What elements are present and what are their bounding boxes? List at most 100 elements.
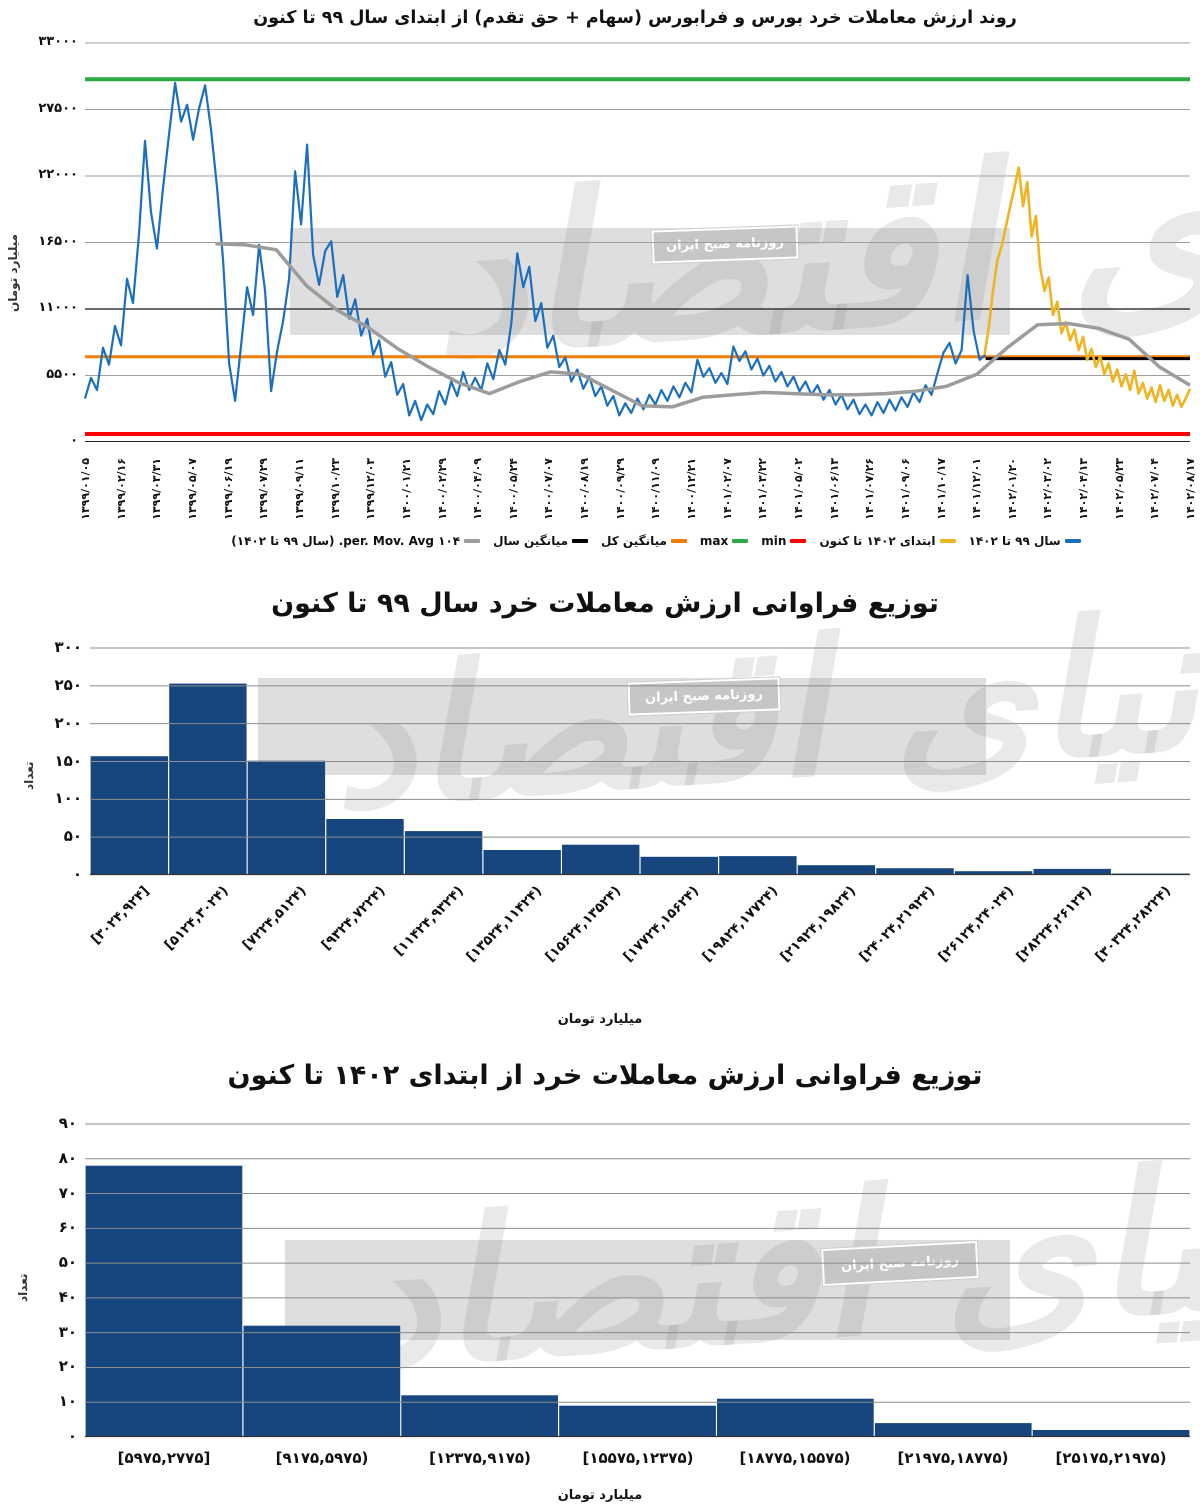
histogram-bar: [169, 683, 247, 875]
y-tick-label: ۱۵۰: [54, 752, 82, 770]
x-bin-label: [۱۸۷۷۵,۱۵۵۷۵): [739, 1449, 851, 1467]
x-bin-label: [۱۹۸۲۴,۱۷۷۲۴): [699, 883, 782, 965]
watermark-band: [290, 228, 1010, 335]
histogram-bar: [1032, 1430, 1190, 1437]
histogram-bar: [719, 856, 797, 875]
x-tick-label: ۱۳۹۹/۱۰/۲۳: [328, 458, 342, 520]
line-series-2: [215, 241, 1191, 409]
x-bin-label: [۲۶۱۲۴,۲۴۰۲۴): [935, 883, 1018, 965]
x-tick-label: ۱۴۰۲/۰۵/۲۳: [1112, 458, 1126, 520]
x-tick-label: ۱۴۰۲/۰۷/۰۴: [1148, 458, 1162, 520]
x-bin-label: [۳۰۲۴,۹۲۴]: [87, 883, 153, 948]
legend-item: سال ۹۹ تا ۱۴۰۲: [969, 534, 1081, 548]
x-bin-label: [۱۵۶۲۴,۱۳۵۲۴): [542, 883, 625, 965]
x-tick-label: ۱۴۰۰/۰۱/۲۱: [399, 458, 413, 520]
histogram-bar: [797, 865, 876, 875]
histogram2-x-axis-title: میلیارد تومان: [557, 1488, 643, 1503]
x-tick-label: ۱۴۰۰/۱۲/۲۱: [685, 458, 698, 520]
histogram2-y-axis-title: تعداد: [16, 1273, 30, 1302]
x-tick-label: ۱۳۹۹/۰۷/۲۹: [257, 458, 271, 520]
legend-label: ۱۰۴ per. Mov. Avg. (سال ۹۹ تا ۱۴۰۲): [231, 534, 461, 548]
x-tick-label: ۱۴۰۱/۰۳/۲۲: [756, 458, 770, 520]
histogram-bar: [562, 844, 640, 875]
x-bin-label: [۹۱۷۵,۵۹۷۵): [275, 1449, 369, 1467]
y-tick-label: ۰: [70, 433, 78, 448]
histogram1-title: توزیع فراوانی ارزش معاملات خرد سال ۹۹ تا…: [271, 588, 939, 619]
line-chart-y-axis-title: میلیارد تومان: [6, 233, 20, 312]
x-tick-label: ۱۴۰۰/۱۱/۰۹: [649, 458, 663, 520]
y-tick-label: ۲۰: [58, 1357, 77, 1375]
legend-label: ابتدای ۱۴۰۲ تا کنون: [819, 534, 936, 548]
x-tick-label: ۱۳۹۹/۰۱/۰۵: [79, 458, 92, 520]
y-tick-label: ۲۲۰۰۰: [38, 167, 78, 182]
legend-label: سال ۹۹ تا ۱۴۰۲: [968, 534, 1061, 548]
y-tick-label: ۶۰: [58, 1218, 77, 1236]
x-bin-label: [۲۵۱۷۵,۲۱۹۷۵): [1055, 1449, 1167, 1467]
x-tick-label: ۱۳۹۹/۰۶/۱۹: [221, 458, 235, 520]
x-bin-label: [۲۴۰۲۴,۲۱۹۲۴): [856, 883, 939, 965]
x-bin-label: [۱۷۷۲۴,۱۵۶۲۴): [620, 883, 703, 965]
histogram2-title: توزیع فراوانی ارزش معاملات خرد از ابتدای…: [227, 1060, 983, 1091]
x-tick-label: ۱۴۰۰/۰۲/۲۹: [435, 458, 449, 520]
x-tick-label: ۱۴۰۱/۰۵/۰۲: [791, 458, 805, 520]
x-bin-label: [۹۳۲۴,۷۲۲۴): [318, 883, 389, 954]
x-bin-label: [۲۸۲۲۴,۲۶۱۲۴): [1013, 883, 1096, 965]
y-tick-label: ۳۳۰۰۰: [38, 34, 78, 49]
x-tick-label: ۱۴۰۲/۰۳/۰۲: [1041, 458, 1055, 520]
y-tick-label: ۵۰: [63, 827, 82, 845]
x-tick-label: ۱۴۰۱/۱۲/۰۱: [970, 458, 984, 520]
x-tick-label: ۱۴۰۰/۰۵/۲۴: [506, 458, 520, 520]
legend-swatch: [790, 539, 807, 543]
x-bin-label: [۲۱۹۲۴,۱۹۸۲۴): [777, 883, 860, 965]
legend-item: میانگین سال: [493, 534, 589, 548]
x-tick-label: ۱۳۹۹/۰۵/۰۷: [185, 458, 199, 520]
histogram-bar: [559, 1405, 716, 1437]
y-tick-label: ۲۰۰: [54, 714, 82, 732]
x-bin-label: [۱۳۵۲۴,۱۱۴۲۴): [463, 883, 546, 965]
legend-label: میانگین کل: [601, 534, 667, 548]
line-series-0: [83, 81, 987, 422]
y-tick-label: ۲۷۵۰۰: [38, 101, 78, 116]
x-tick-label: ۱۴۰۰/۰۷/۰۷: [542, 458, 556, 520]
y-tick-label: ۸۰: [58, 1149, 77, 1167]
histogram-bar: [401, 1395, 558, 1437]
x-tick-label: ۱۴۰۲/۰۸/۱۷: [1184, 458, 1197, 520]
line-chart-plot: [83, 42, 1192, 442]
histogram-bar: [874, 1423, 1032, 1437]
legend-label: میانگین سال: [493, 534, 569, 548]
x-bin-label: [۱۲۳۷۵,۹۱۷۵): [429, 1449, 531, 1467]
y-tick-label: ۳۰: [58, 1323, 77, 1341]
x-tick-label: ۱۴۰۰/۰۴/۰۹: [471, 458, 485, 520]
y-tick-label: ۱۶۵۰۰: [38, 234, 78, 249]
y-tick-label: ۷۰: [58, 1184, 77, 1202]
histogram2-plot: [85, 1123, 1190, 1438]
histogram-bar: [717, 1398, 874, 1437]
histogram-bar: [247, 760, 326, 875]
x-tick-label: ۱۳۹۹/۱۲/۰۳: [364, 458, 378, 520]
histogram-bar: [404, 831, 483, 875]
line-chart-title: روند ارزش معاملات خرد بورس و فرابورس (سه…: [253, 8, 1017, 28]
y-tick-label: ۹۰: [58, 1114, 77, 1132]
x-bin-label: [۱۱۴۲۴,۹۳۲۴): [391, 883, 468, 960]
y-tick-label: ۵۰: [58, 1253, 77, 1271]
histogram-bar: [85, 1165, 243, 1437]
y-tick-label: ۵۵۰۰: [46, 367, 78, 382]
x-bin-label: [۵۹۷۵,۲۷۷۵]: [117, 1449, 211, 1467]
y-tick-label: ۱۰: [58, 1392, 77, 1410]
y-tick-label: ۲۵۰: [54, 676, 82, 694]
x-tick-label: ۱۳۹۹/۰۹/۱۱: [292, 458, 306, 520]
x-bin-label: [۱۵۵۷۵,۱۲۳۷۵): [582, 1449, 694, 1467]
x-tick-label: ۱۴۰۱/۱۰/۱۷: [934, 458, 948, 520]
x-tick-label: ۱۴۰۲/۰۴/۱۳: [1077, 458, 1091, 520]
x-bin-label: [۵۱۲۴,۳۰۲۴): [161, 883, 232, 954]
x-tick-label: ۱۴۰۱/۰۲/۰۷: [720, 458, 734, 520]
histogram-bar: [640, 856, 718, 875]
x-bin-label: [۷۲۲۴,۵۱۲۴): [239, 883, 310, 954]
legend-item: min: [761, 534, 807, 548]
legend-swatch: [464, 539, 481, 543]
histogram-bar: [326, 819, 404, 875]
legend-label: min: [761, 534, 787, 548]
watermark-band: [258, 678, 986, 775]
histogram1-x-axis-title: میلیارد تومان: [557, 1012, 643, 1027]
x-tick-label: ۱۳۹۹/۰۲/۱۶: [114, 458, 128, 520]
